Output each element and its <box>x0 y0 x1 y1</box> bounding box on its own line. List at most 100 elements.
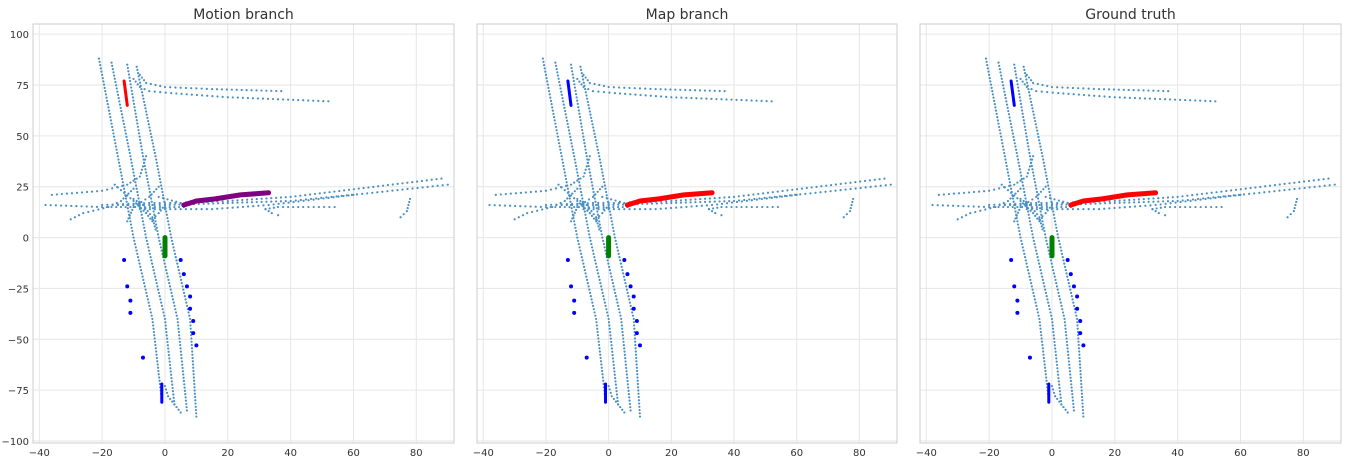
lane-point <box>1078 356 1081 360</box>
lane-point <box>1040 225 1043 228</box>
lane-point <box>1028 220 1032 223</box>
lane-point <box>168 357 171 360</box>
lane-point <box>670 201 673 205</box>
lane-point <box>960 216 963 219</box>
lane-point <box>558 205 562 209</box>
lane-point <box>586 209 589 212</box>
lane-point <box>588 212 591 215</box>
lane-point <box>1016 155 1019 158</box>
lane-point <box>129 220 132 223</box>
lane-point <box>572 79 575 83</box>
lane-point <box>148 201 151 205</box>
lane-point <box>988 203 991 207</box>
lane-point <box>265 200 268 203</box>
lane-point <box>1179 200 1182 204</box>
lane-centerline <box>554 61 620 406</box>
lane-point <box>1069 291 1073 294</box>
lane-point <box>1052 213 1055 216</box>
lane-point <box>557 138 560 142</box>
lane-centerline <box>607 384 626 414</box>
lane-point <box>150 259 153 262</box>
lane-centerline <box>50 155 148 196</box>
lane-point <box>1259 185 1262 188</box>
lane-point <box>158 376 161 379</box>
lane-point <box>635 363 638 366</box>
lane-point <box>147 184 150 187</box>
lane-point <box>571 70 574 73</box>
lane-point <box>635 366 638 369</box>
lane-point <box>1016 197 1019 200</box>
lane-point <box>684 88 687 92</box>
lane-point <box>699 197 702 201</box>
agent-point <box>128 310 133 315</box>
lane-point <box>581 128 584 132</box>
lane-point <box>627 386 630 389</box>
lane-point <box>1014 210 1017 213</box>
lane-point <box>113 77 116 80</box>
lane-point <box>1007 113 1011 116</box>
lane-point <box>588 288 591 291</box>
lane-point <box>129 223 133 226</box>
lane-point <box>689 201 692 204</box>
lane-point <box>982 205 986 208</box>
lane-point <box>1008 177 1011 181</box>
lane-point <box>785 194 788 198</box>
lane-point <box>590 242 593 246</box>
lane-point <box>132 187 135 190</box>
lane-point <box>1081 408 1085 412</box>
lane-point <box>1191 198 1195 201</box>
lane-point <box>1060 249 1063 252</box>
lane-point <box>1038 139 1041 142</box>
lane-point <box>600 233 603 236</box>
lane-point <box>539 190 543 193</box>
lane-point <box>1022 199 1025 203</box>
plot-area <box>488 57 892 418</box>
lane-point <box>571 192 574 195</box>
lane-point <box>313 192 317 196</box>
lane-point <box>1029 209 1032 212</box>
lane-point <box>221 202 225 205</box>
lane-point <box>167 278 170 281</box>
lane-point <box>250 201 254 204</box>
lane-point <box>1009 197 1012 200</box>
x-tick-label: 40 <box>284 448 297 459</box>
lane-point <box>135 249 138 252</box>
lane-point <box>55 193 58 196</box>
x-tick-label: −40 <box>916 448 937 459</box>
lane-point <box>738 199 741 202</box>
lane-point <box>1209 99 1212 103</box>
lane-point <box>217 202 220 205</box>
lane-point <box>1159 203 1162 206</box>
lane-point <box>182 379 186 383</box>
lane-point <box>598 278 601 281</box>
lane-point <box>82 212 85 215</box>
lane-point <box>825 184 828 187</box>
lane-point <box>176 317 179 321</box>
lane-point <box>1038 216 1041 219</box>
lane-point <box>1065 340 1068 343</box>
lane-point <box>1162 89 1165 93</box>
lane-point <box>170 380 173 383</box>
lane-point <box>598 158 601 161</box>
lane-point <box>1023 72 1027 75</box>
lane-point <box>1036 308 1039 311</box>
lane-point <box>597 275 600 278</box>
lane-point <box>614 380 617 383</box>
lane-point <box>1041 278 1045 281</box>
lane-point <box>220 88 224 91</box>
lane-point <box>1152 200 1155 203</box>
lane-point <box>1019 236 1022 239</box>
lane-point <box>130 226 133 229</box>
lane-point <box>108 112 111 116</box>
lane-point <box>1067 360 1070 363</box>
lane-point <box>1053 220 1057 223</box>
lane-point <box>134 205 137 209</box>
lane-point <box>1024 128 1027 132</box>
lane-point <box>116 155 119 158</box>
lane-centerline <box>1022 65 1085 418</box>
lane-point <box>337 195 340 198</box>
lane-point <box>362 186 365 190</box>
lane-point <box>605 206 608 209</box>
lane-point <box>1010 187 1013 190</box>
lane-point <box>1077 207 1080 211</box>
